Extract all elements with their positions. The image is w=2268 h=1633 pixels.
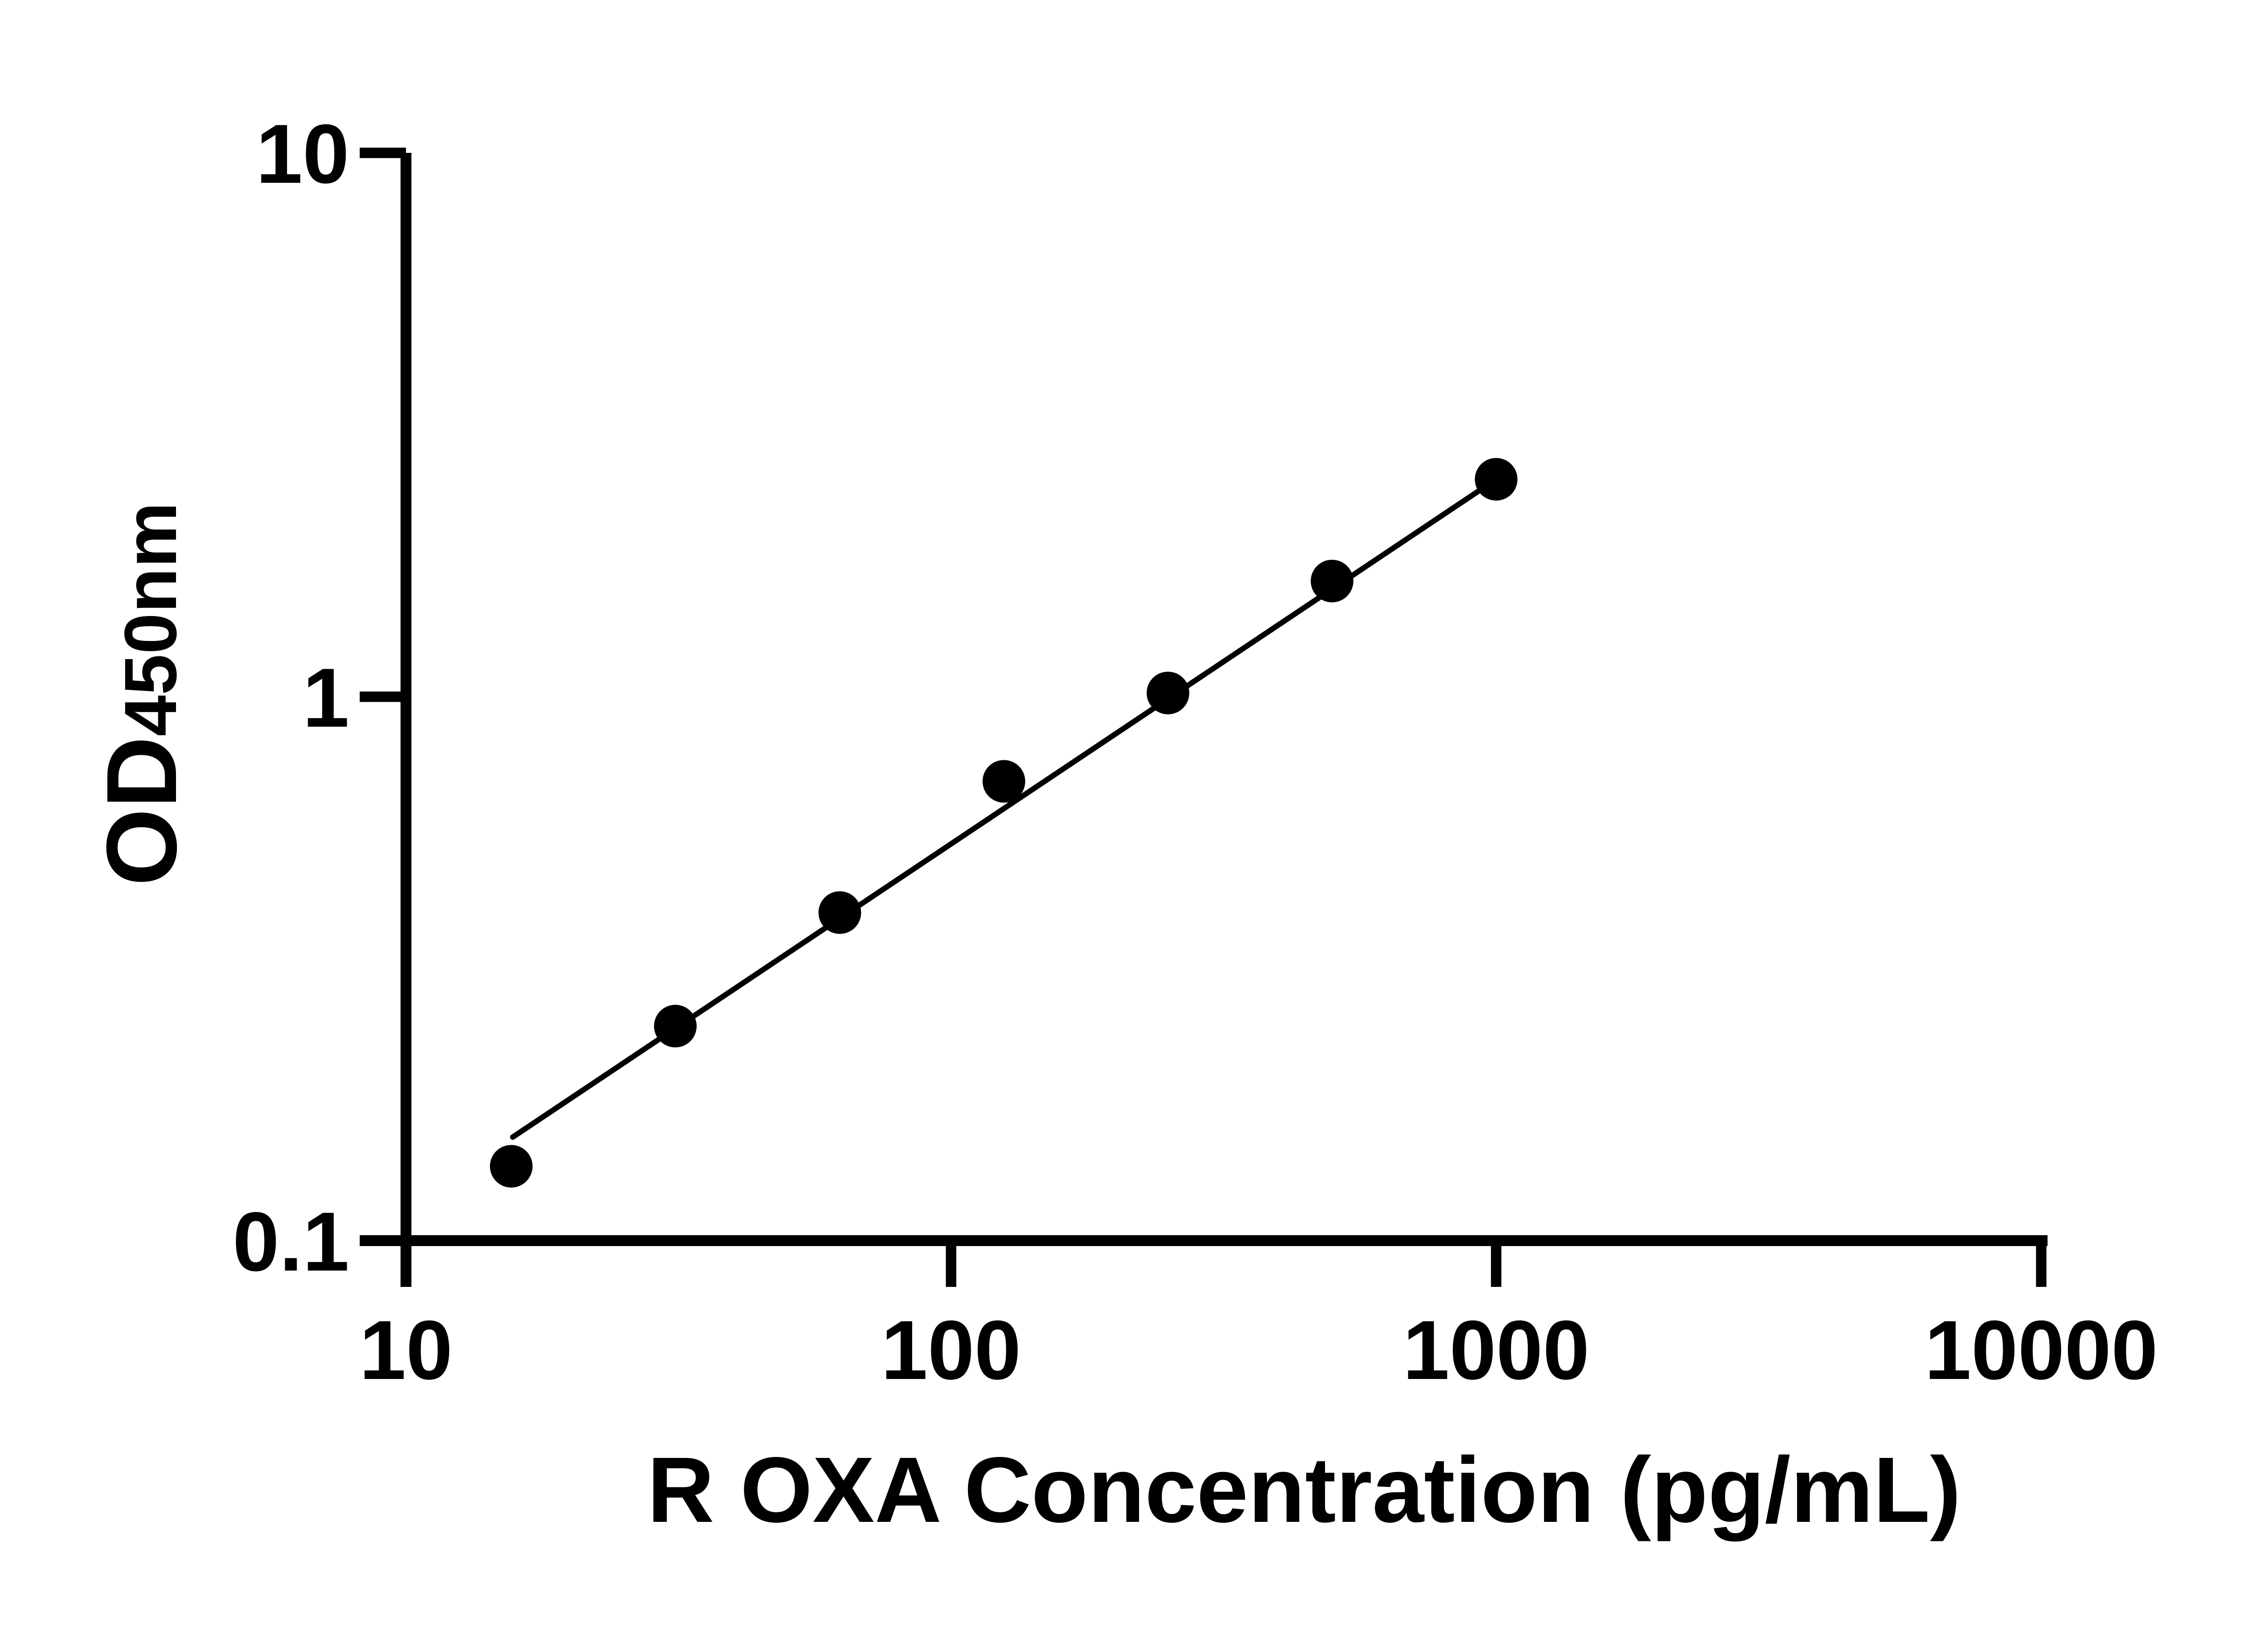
x-axis-title: R OXA Concentration (pg/mL) — [647, 1438, 1961, 1542]
data-point-1000 — [1475, 458, 1518, 501]
y-axis-title-sub: 450nm — [109, 502, 192, 736]
data-point-31.2 — [654, 1005, 697, 1048]
y-tick-label-1: 1 — [303, 651, 349, 745]
data-point-125 — [982, 760, 1026, 803]
axes-layer — [360, 153, 2048, 1287]
x-tick-label-100: 100 — [881, 1304, 1021, 1397]
data-point-62.5 — [818, 891, 861, 934]
data-points-layer — [490, 458, 1518, 1188]
y-tick-label-0.1: 0.1 — [233, 1195, 349, 1289]
y-axis-title: OD450nm — [86, 502, 197, 886]
x-tick-label-1000: 1000 — [1403, 1304, 1590, 1397]
data-point-500 — [1310, 559, 1354, 602]
tick-labels-layer: 10 100 1000 10000 0.1 1 10 — [233, 108, 2158, 1397]
y-axis-title-main: OD — [86, 736, 197, 886]
y-tick-label-10: 10 — [256, 108, 349, 201]
tick-marks-layer — [360, 147, 2047, 1287]
data-point-250 — [1146, 671, 1189, 714]
data-point-15.6 — [490, 1145, 533, 1188]
x-tick-label-10000: 10000 — [1925, 1304, 2158, 1397]
x-tick-label-10: 10 — [359, 1304, 453, 1397]
